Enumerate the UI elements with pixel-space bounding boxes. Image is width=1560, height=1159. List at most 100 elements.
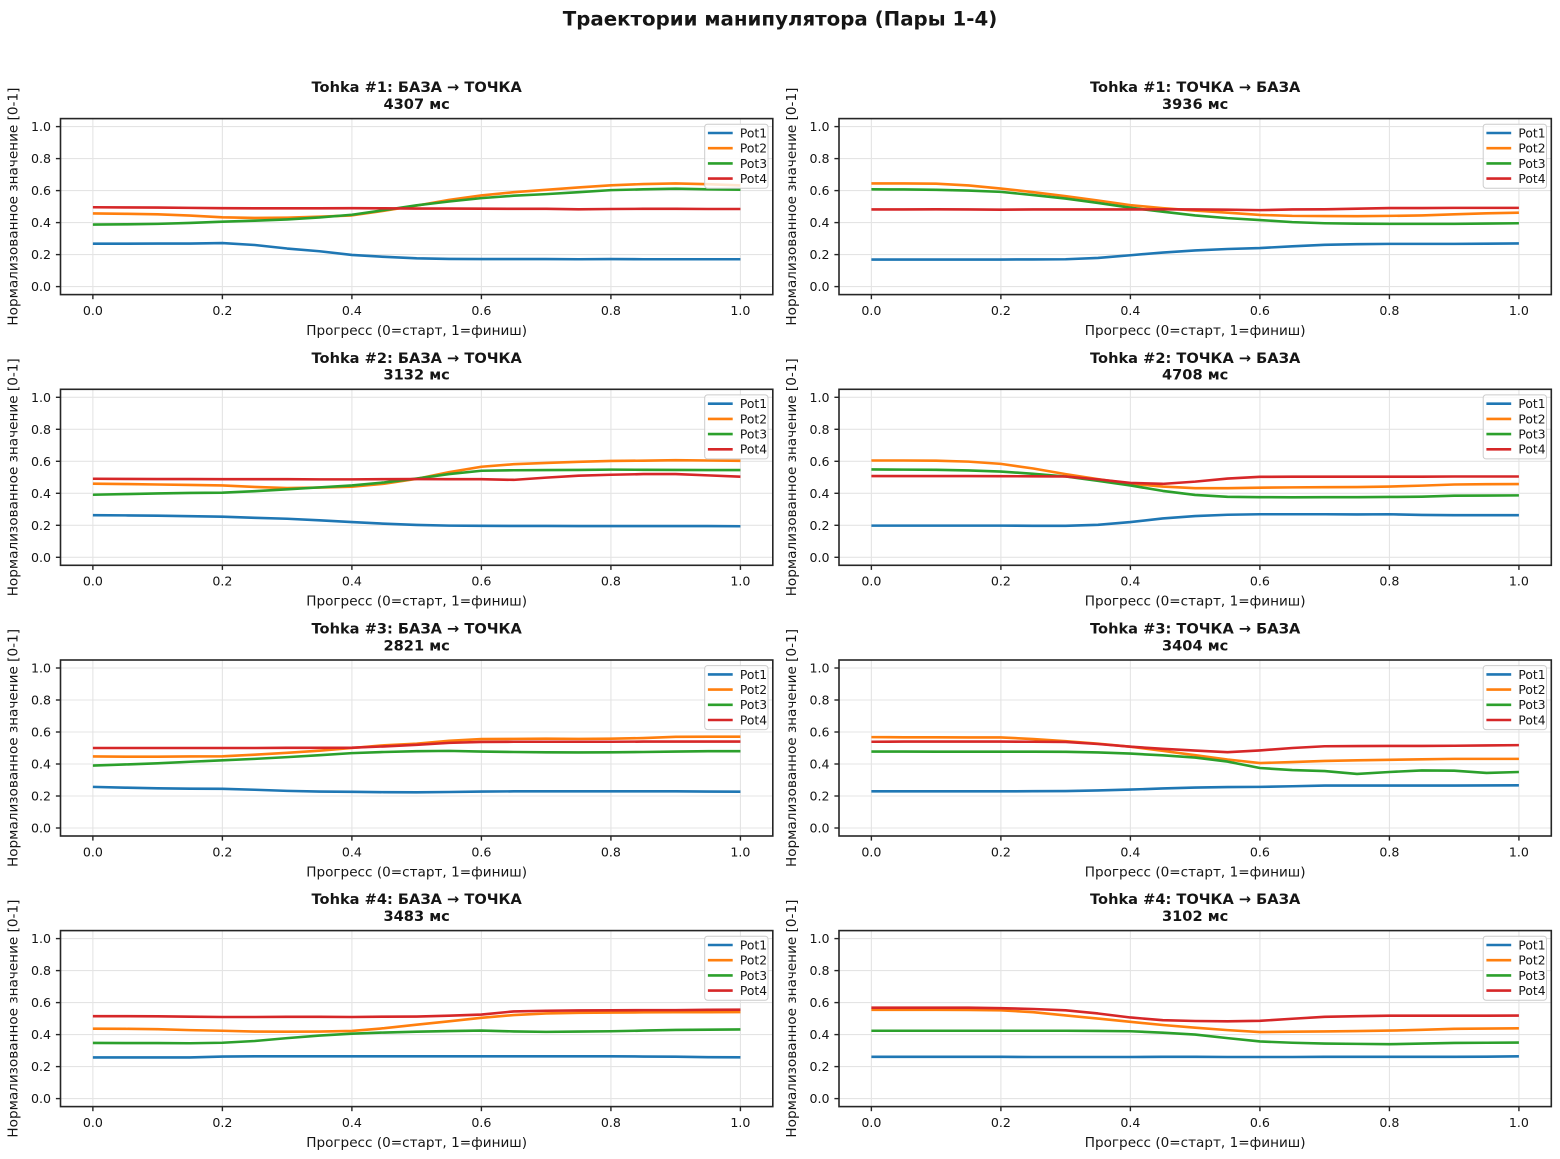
legend-box [704, 394, 769, 460]
y-axis-label: Нормализованное значение [0-1] [6, 358, 22, 596]
axes-spine [59, 659, 774, 837]
subplot-subtitle: 4708 мс [1162, 367, 1228, 384]
legend-label: Pot4 [1518, 443, 1545, 457]
y-axis-label: Нормализованное значение [0-1] [6, 88, 22, 326]
legend-label: Pot4 [1518, 713, 1545, 727]
x-tick-label: 0.0 [861, 844, 881, 859]
y-tick-label: 1.0 [809, 661, 829, 676]
x-tick-label: 1.0 [730, 1115, 750, 1130]
legend-label: Pot4 [740, 172, 767, 186]
x-tick-label: 0.8 [1379, 1115, 1399, 1130]
y-tick-label: 0.4 [31, 1027, 51, 1042]
x-tick-label: 0.8 [1379, 303, 1399, 318]
x-tick-label: 0.2 [991, 303, 1011, 318]
y-tick-label: 0.6 [31, 454, 51, 469]
y-tick-label: 0.4 [31, 486, 51, 501]
y-tick-label: 0.8 [31, 422, 51, 437]
x-tick-label: 0.6 [1250, 844, 1270, 859]
series-line-pot3 [871, 468, 1519, 499]
x-tick-label: 0.4 [342, 1115, 362, 1130]
y-tick-label: 0.4 [809, 486, 829, 501]
x-axis-label: Прогресс (0=старт, 1=финиш) [1085, 1135, 1306, 1151]
ticks [834, 125, 1520, 300]
y-tick-label: 0.4 [809, 1027, 829, 1042]
x-tick-label: 0.4 [1120, 574, 1140, 589]
x-tick-label: 0.0 [861, 574, 881, 589]
y-tick-label: 0.6 [809, 183, 829, 198]
subplot-4-2: 0.0 0.2 0.4 0.6 0.8 1.0 0.0 0.2 0.4 0.6 0.8 1.0 Tohk… [784, 891, 1553, 1151]
x-tick-label: 0.2 [212, 303, 232, 318]
axes-spine [838, 117, 1553, 296]
y-axis-label: Нормализованное значение [0-1] [784, 358, 800, 596]
y-tick-label: 0.6 [809, 454, 829, 469]
series-line-pot3 [92, 187, 741, 226]
y-tick-label: 0.2 [31, 789, 51, 804]
y-tick-label: 0.8 [809, 693, 829, 708]
subplot-4-1: 0.0 0.2 0.4 0.6 0.8 1.0 0.0 0.2 0.4 0.6 0.8 1.0 Tohk… [6, 891, 774, 1151]
x-tick-label: 0.2 [212, 1115, 232, 1130]
x-axis-label: Прогресс (0=старт, 1=финиш) [306, 864, 527, 880]
subplot-2-1: 0.0 0.2 0.4 0.6 0.8 1.0 0.0 0.2 0.4 0.6 0.8 1.0 Tohk… [6, 350, 774, 610]
series-line-pot4 [92, 205, 741, 211]
series-line-pot1 [92, 1055, 741, 1059]
x-tick-label: 0.4 [342, 303, 362, 318]
x-tick-label: 0.6 [1250, 574, 1270, 589]
y-tick-label: 0.6 [31, 725, 51, 740]
subplot-1-1: 0.0 0.2 0.4 0.6 0.8 1.0 0.0 0.2 0.4 0.6 0.8 1.0 Tohk… [6, 79, 774, 339]
y-tick-label: 1.0 [31, 119, 51, 134]
x-tick-label: 0.0 [861, 1115, 881, 1130]
legend-label: Pot1 [740, 668, 767, 682]
subplot-subtitle: 3483 мс [384, 908, 450, 925]
x-tick-label: 1.0 [1509, 844, 1529, 859]
x-tick-label: 0.4 [342, 844, 362, 859]
subplot-title: Tohka #2: ТОЧКА → БАЗА [1090, 350, 1301, 367]
legend-label: Pot4 [740, 443, 767, 457]
axes-spine [838, 929, 1553, 1108]
subplot-subtitle: 3936 мс [1162, 96, 1228, 113]
legend-box [1482, 123, 1547, 189]
subplot-title: Tohka #2: БАЗА → ТОЧКА [312, 350, 523, 367]
legend-label: Pot3 [1518, 157, 1545, 171]
legend-label: Pot1 [740, 397, 767, 411]
axes-spine [838, 388, 1553, 567]
subplot-title: Tohka #1: БАЗА → ТОЧКА [312, 79, 523, 96]
y-tick-label: 0.0 [31, 1091, 51, 1106]
series-line-pot3 [871, 1029, 1519, 1046]
ticks [834, 396, 1520, 570]
y-tick-label: 0.0 [809, 1091, 829, 1106]
series-line-pot3 [871, 188, 1519, 226]
y-tick-label: 0.0 [31, 279, 51, 294]
y-tick-label: 0.8 [31, 693, 51, 708]
subplots-group: 0.0 0.2 0.4 0.6 0.8 1.0 0.0 0.2 0.4 0.6 0.8 1.0 Tohk… [6, 79, 1553, 1151]
y-axis-label: Нормализованное значение [0-1] [784, 629, 800, 867]
x-tick-label: 0.6 [471, 303, 491, 318]
legend-label: Pot2 [740, 683, 767, 697]
subplot-title: Tohka #4: БАЗА → ТОЧКА [312, 891, 523, 908]
legend-label: Pot2 [1518, 412, 1545, 426]
x-tick-label: 1.0 [730, 574, 750, 589]
y-tick-label: 0.2 [809, 247, 829, 262]
y-tick-label: 0.8 [31, 151, 51, 166]
y-tick-label: 0.2 [31, 1059, 51, 1074]
x-tick-label: 0.4 [1120, 844, 1140, 859]
subplot-1-2: 0.0 0.2 0.4 0.6 0.8 1.0 0.0 0.2 0.4 0.6 0.8 1.0 Tohk… [784, 79, 1553, 339]
y-tick-label: 1.0 [31, 661, 51, 676]
x-tick-label: 0.0 [861, 303, 881, 318]
y-tick-label: 0.8 [809, 151, 829, 166]
series-line-pot4 [871, 474, 1519, 486]
x-tick-label: 0.6 [1250, 1115, 1270, 1130]
y-tick-label: 0.4 [809, 757, 829, 772]
ticks [55, 125, 742, 300]
y-tick-label: 0.0 [809, 550, 829, 565]
subplot-title: Tohka #3: ТОЧКА → БАЗА [1090, 621, 1301, 638]
legend-label: Pot4 [1518, 984, 1545, 998]
x-axis-label: Прогресс (0=старт, 1=финиш) [1085, 594, 1306, 610]
series-line-pot2 [871, 459, 1519, 490]
legend-label: Pot2 [740, 142, 767, 156]
series-line-pot2 [92, 1010, 741, 1034]
x-tick-label: 1.0 [1509, 574, 1529, 589]
legend-box [704, 665, 769, 731]
legend-label: Pot1 [1518, 397, 1545, 411]
